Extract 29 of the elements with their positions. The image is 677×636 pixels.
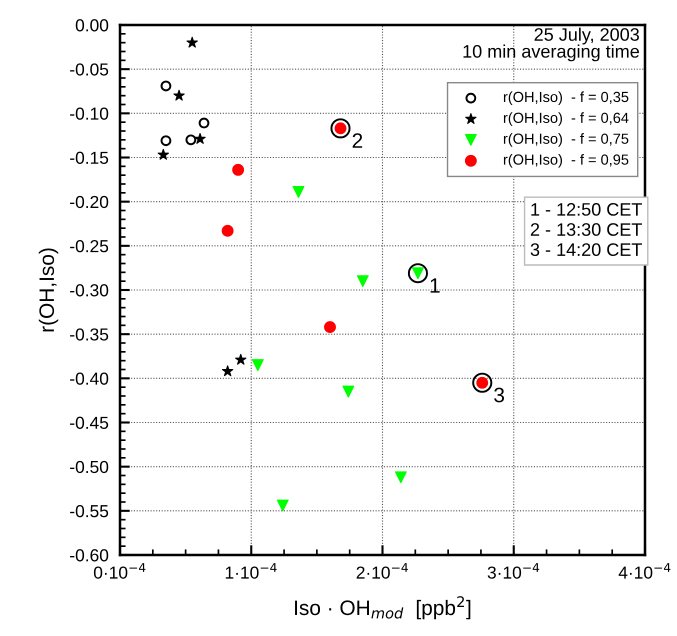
y-tick-label: -0.30 bbox=[70, 284, 108, 296]
x-axis-title: Iso · OH$_{mod}$ [ppb$^{2}$] bbox=[295, 596, 470, 620]
annotation: 1 bbox=[430, 278, 440, 293]
y-axis-title: r(OH,Iso) bbox=[38, 248, 58, 332]
x-tick-label: 4·10$^{−4}$ bbox=[618, 563, 670, 579]
y-tick-label: -0.45 bbox=[70, 416, 108, 429]
y-tick-label: -0.35 bbox=[70, 328, 108, 341]
y-tick-label: 0.00 bbox=[76, 19, 108, 32]
y-tick-label: -0.50 bbox=[70, 460, 108, 474]
y-tick-label: -0.60 bbox=[70, 549, 108, 562]
annotation: 25 July, 2003 10 min averaging time bbox=[464, 28, 639, 62]
x-tick-label: 3·10$^{−4}$ bbox=[488, 563, 540, 579]
legend-label: r(OH,Iso) - f = 0,35 bbox=[504, 91, 628, 105]
y-tick-label: -0.10 bbox=[70, 108, 108, 120]
y-tick-label: -0.55 bbox=[70, 505, 108, 518]
legend-label: r(OH,Iso) - f = 0,75 bbox=[504, 133, 628, 147]
y-tick-label: -0.40 bbox=[70, 372, 108, 385]
x-tick-label: 2·10$^{−4}$ bbox=[356, 563, 408, 579]
annotation: 3 bbox=[494, 388, 504, 402]
y-tick-label: -0.20 bbox=[70, 196, 108, 208]
annotation: 1 - 12:50 CET 2 - 13:30 CET 3 - 14:20 CET bbox=[530, 203, 642, 256]
x-tick-label: 1·10$^{−4}$ bbox=[226, 563, 277, 579]
y-tick-label: -0.05 bbox=[70, 63, 108, 76]
x-tick-label: 0·10$^{−4}$ bbox=[94, 563, 146, 579]
annotation: 2 bbox=[352, 133, 362, 148]
legend-label: r(OH,Iso) - f = 0,95 bbox=[504, 154, 628, 168]
y-tick-label: -0.25 bbox=[70, 240, 108, 252]
legend-label: r(OH,Iso) - f = 0,64 bbox=[504, 112, 629, 126]
y-tick-label: -0.15 bbox=[70, 152, 108, 164]
